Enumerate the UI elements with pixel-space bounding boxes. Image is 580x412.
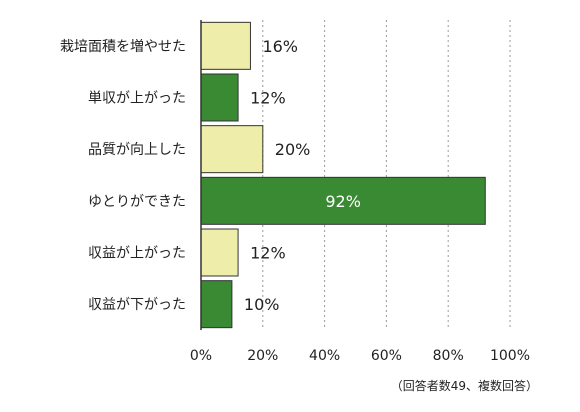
bars bbox=[200, 21, 486, 329]
x-tick-labels: 0% 20% 40% 60% 80% 100% bbox=[190, 348, 530, 364]
value-label: 12% bbox=[250, 244, 286, 263]
category-labels: 栽培面積を増やせた単収が上がった品質が向上したゆとりができた収益が上がった収益が… bbox=[60, 39, 186, 313]
category-label: 収益が上がった bbox=[88, 246, 186, 262]
bar bbox=[200, 176, 486, 225]
bar bbox=[200, 73, 239, 122]
value-label: 10% bbox=[244, 295, 280, 314]
bar bbox=[200, 228, 239, 277]
category-label: 栽培面積を増やせた bbox=[60, 39, 186, 55]
value-labels: 16% 12% 20% 92% 12% 10% bbox=[244, 37, 361, 314]
value-label: 92% bbox=[325, 192, 361, 211]
respondent-note: （回答者数49、複数回答） bbox=[391, 378, 538, 393]
x-tick-label: 20% bbox=[247, 348, 278, 364]
category-label: 単収が上がった bbox=[88, 91, 186, 107]
x-tick-label: 40% bbox=[309, 348, 340, 364]
x-tick-label: 60% bbox=[371, 348, 402, 364]
x-tick-label: 100% bbox=[490, 348, 530, 364]
category-label: ゆとりができた bbox=[88, 194, 186, 210]
x-tick-label: 0% bbox=[190, 348, 212, 364]
value-label: 16% bbox=[262, 37, 298, 56]
grid-lines bbox=[262, 20, 511, 330]
value-label: 12% bbox=[250, 89, 286, 108]
x-tick-label: 80% bbox=[433, 348, 464, 364]
category-label: 品質が向上した bbox=[88, 142, 186, 158]
bar bbox=[200, 280, 233, 329]
category-label: 収益が下がった bbox=[88, 297, 186, 313]
bar bbox=[200, 125, 264, 174]
value-label: 20% bbox=[275, 140, 311, 159]
bar bbox=[200, 21, 251, 70]
